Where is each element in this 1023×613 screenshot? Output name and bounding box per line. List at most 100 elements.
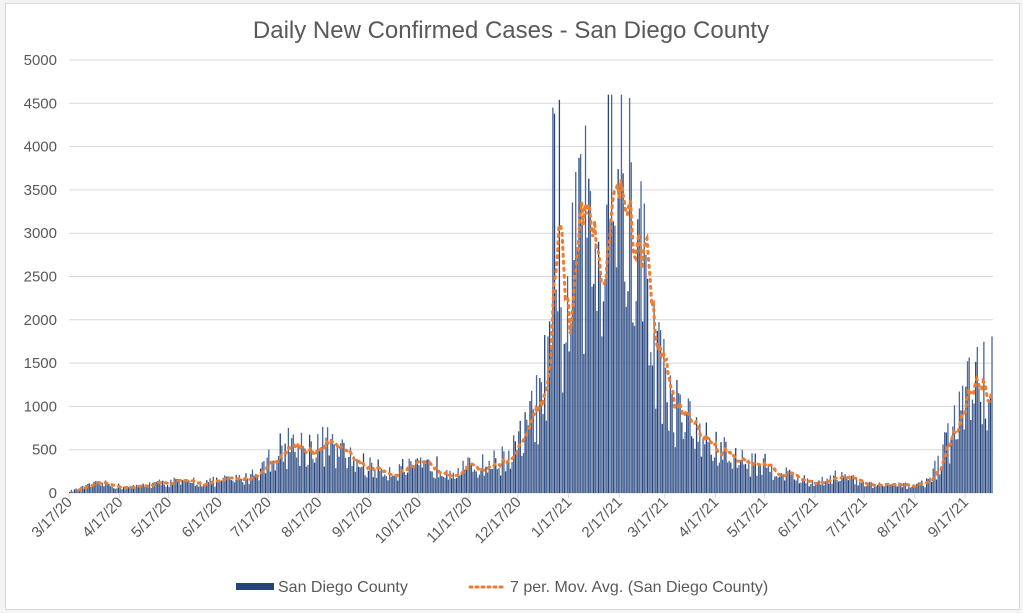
bar (643, 203, 645, 493)
bar (583, 353, 585, 493)
bar (207, 481, 210, 493)
bar (557, 311, 559, 493)
bar (924, 487, 926, 493)
bar (624, 281, 626, 493)
bar (939, 474, 941, 493)
legend-bar-swatch (236, 583, 274, 590)
bar (421, 467, 423, 493)
bar (75, 488, 77, 493)
bar (545, 420, 547, 493)
bar (741, 449, 743, 493)
bar (766, 467, 768, 493)
bar (850, 475, 853, 493)
bar (833, 475, 835, 493)
bar (165, 486, 167, 493)
bar (979, 401, 982, 493)
bar (233, 482, 236, 493)
bar (377, 459, 379, 493)
bar (864, 486, 866, 493)
bar (857, 485, 859, 493)
bar (508, 450, 510, 493)
bar (467, 457, 469, 493)
bar (656, 331, 659, 493)
bar (687, 398, 690, 493)
bar (253, 475, 255, 493)
bar (686, 414, 688, 493)
bar (282, 461, 285, 493)
bar (704, 444, 706, 493)
bar (117, 483, 120, 493)
x-tick-label: 5/17/21 (724, 494, 771, 541)
bar (961, 385, 964, 493)
bar (584, 125, 587, 494)
bar (774, 476, 776, 493)
bar (702, 437, 704, 493)
bar (844, 474, 846, 493)
bar (426, 459, 428, 493)
bar (330, 438, 332, 493)
bar (284, 443, 286, 493)
bar (356, 458, 358, 493)
bar (188, 480, 190, 493)
bar (504, 471, 507, 493)
bar (562, 392, 564, 493)
bar (158, 479, 161, 493)
bar (723, 437, 725, 493)
bar (571, 202, 574, 493)
bar (764, 453, 766, 493)
bar (772, 480, 774, 493)
bar (726, 462, 729, 493)
bar (171, 483, 174, 493)
bar (893, 485, 895, 493)
bar (826, 478, 828, 493)
bar (818, 480, 820, 493)
bar (157, 480, 159, 493)
bar (588, 178, 590, 493)
bar (710, 454, 712, 493)
bar (98, 481, 100, 493)
bar (762, 458, 765, 493)
bar (733, 454, 735, 493)
bar (991, 336, 993, 493)
bar (202, 484, 205, 493)
y-tick-label: 1500 (24, 355, 57, 372)
bar (428, 459, 430, 493)
bar (472, 471, 474, 493)
bar (477, 477, 479, 493)
bar (142, 483, 144, 493)
bar (323, 466, 325, 493)
bar (206, 480, 208, 493)
bar (464, 469, 466, 493)
bar (906, 488, 908, 493)
bar (134, 487, 136, 493)
bar (539, 378, 541, 493)
bar (245, 473, 247, 493)
bar (382, 476, 384, 493)
bar (237, 479, 239, 493)
bar (620, 94, 623, 493)
bar (186, 479, 188, 493)
bar (738, 465, 740, 493)
bar (228, 479, 231, 493)
bar (937, 455, 939, 493)
bar (873, 486, 876, 493)
bar (739, 460, 742, 493)
bar (408, 458, 410, 493)
bar (300, 432, 303, 493)
bar (444, 477, 446, 493)
bar (250, 474, 252, 493)
x-tick-label: 2/17/21 (579, 494, 626, 541)
bar (679, 394, 681, 493)
bar (139, 485, 141, 493)
bar (397, 480, 399, 493)
bar (486, 472, 489, 493)
bar (842, 476, 845, 493)
bar (349, 447, 352, 493)
bar (263, 461, 265, 493)
bar (413, 465, 415, 493)
bar (129, 486, 131, 493)
bar (532, 409, 534, 493)
bar (529, 401, 531, 493)
bar (498, 468, 500, 493)
bar (460, 473, 463, 493)
